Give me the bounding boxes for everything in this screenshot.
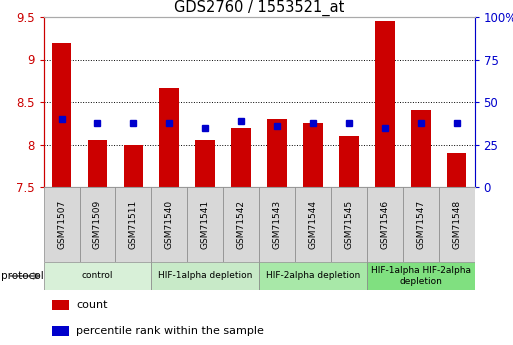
Bar (375, 21, 394, 187)
Bar (447, 153, 466, 187)
Bar (231, 128, 251, 187)
Bar (52, 42, 71, 187)
Text: percentile rank within the sample: percentile rank within the sample (76, 326, 264, 336)
Bar (124, 145, 143, 187)
Bar (367, 187, 403, 262)
Bar (303, 123, 323, 187)
Bar (52, 300, 69, 310)
Text: HIF-1alpha HIF-2alpha
depletion: HIF-1alpha HIF-2alpha depletion (371, 266, 470, 286)
Text: control: control (82, 272, 113, 280)
Text: protocol: protocol (1, 271, 44, 281)
Bar (439, 187, 475, 262)
Bar (267, 119, 287, 187)
Bar (259, 187, 295, 262)
Bar (80, 187, 115, 262)
Bar (187, 187, 223, 262)
Text: GSM71547: GSM71547 (416, 200, 425, 249)
Bar (331, 187, 367, 262)
Text: HIF-2alpha depletion: HIF-2alpha depletion (266, 272, 360, 280)
Text: GSM71540: GSM71540 (165, 200, 174, 249)
Bar (52, 326, 69, 336)
Bar (339, 136, 359, 187)
Text: count: count (76, 300, 107, 310)
Bar (411, 110, 430, 187)
Bar (367, 262, 475, 290)
Text: HIF-1alpha depletion: HIF-1alpha depletion (158, 272, 252, 280)
Text: GSM71541: GSM71541 (201, 200, 210, 249)
Bar (295, 187, 331, 262)
Text: GSM71509: GSM71509 (93, 200, 102, 249)
Text: GSM71546: GSM71546 (380, 200, 389, 249)
Text: GSM71511: GSM71511 (129, 200, 138, 249)
Bar (115, 187, 151, 262)
Bar (195, 140, 215, 187)
Bar (44, 187, 80, 262)
Title: GDS2760 / 1553521_at: GDS2760 / 1553521_at (174, 0, 344, 16)
Text: GSM71542: GSM71542 (236, 200, 246, 249)
Text: GSM71548: GSM71548 (452, 200, 461, 249)
Bar (223, 187, 259, 262)
Text: GSM71544: GSM71544 (308, 200, 318, 249)
Bar (151, 187, 187, 262)
Bar (151, 262, 259, 290)
Text: GSM71543: GSM71543 (272, 200, 282, 249)
Text: GSM71545: GSM71545 (344, 200, 353, 249)
Bar (88, 140, 107, 187)
Bar (259, 262, 367, 290)
Text: GSM71507: GSM71507 (57, 200, 66, 249)
Bar (160, 88, 179, 187)
Bar (403, 187, 439, 262)
Bar (44, 262, 151, 290)
